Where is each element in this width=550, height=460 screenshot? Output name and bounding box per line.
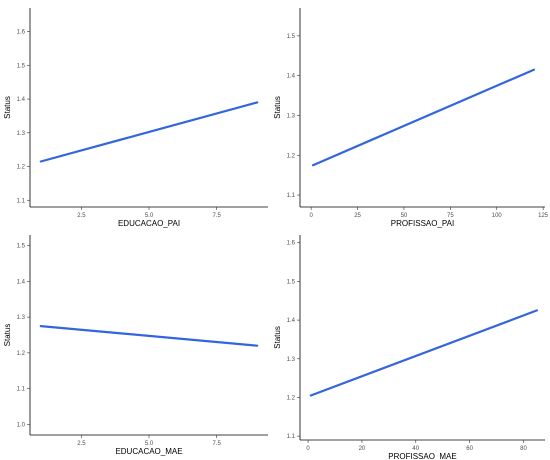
- panel-profissao-mae-y-tick-label: 1.5: [287, 279, 296, 285]
- panel-profissao-mae-y-tick-label: 1.1: [287, 434, 296, 440]
- panel-educacao-mae: 1.0 1.1 1.2 1.3 1.4 1.5 2.5 5.0 7.5 EDUCACAO_MAE S…: [3, 235, 268, 456]
- panel-profissao-pai-y-tick-label: 1.1: [287, 193, 296, 199]
- panel-educacao-pai-y-tick-label: 1.3: [17, 131, 26, 137]
- panel-educacao-mae-x-tick-label: 7.5: [212, 441, 221, 447]
- panel-educacao-pai-y-tick-label: 1.1: [17, 198, 26, 204]
- panel-educacao-mae-y-tick-label: 1.3: [17, 315, 26, 321]
- panel-profissao-pai-y-tick-label: 1.2: [287, 153, 296, 159]
- panel-profissao-pai-y-axis-title: Status: [273, 96, 282, 119]
- panel-profissao-pai-y-tick-label: 1.5: [287, 34, 296, 40]
- panel-profissao-mae-y-axis-title: Status: [273, 326, 282, 349]
- panel-profissao-mae-x-axis-title: PROFISSAO_MAE: [388, 452, 456, 460]
- panel-profissao-mae-fit-line: [309, 309, 539, 397]
- panel-profissao-pai-x-tick-label: 25: [354, 213, 361, 219]
- panel-educacao-pai: 1.1 1.2 1.3 1.4 1.5 1.6 2.5 5.0 7.5 EDUCACAO_PAI S…: [3, 8, 268, 228]
- panel-educacao-mae-x-tick-label: 2.5: [77, 441, 86, 447]
- panel-educacao-mae-y-tick-label: 1.5: [17, 244, 26, 250]
- panel-profissao-pai: 1.1 1.2 1.3 1.4 1.5 0 25 50 75 100 125 PROFISSAO_PA…: [273, 8, 549, 228]
- panel-educacao-mae-y-tick-label: 1.0: [17, 422, 26, 428]
- panel-profissao-mae-y-tick-label: 1.3: [287, 357, 296, 363]
- panel-profissao-mae-y-tick-label: 1.6: [287, 241, 296, 247]
- panel-profissao-mae-x-tick-label: 80: [520, 446, 527, 452]
- panel-educacao-mae-y-axis-title: Status: [3, 324, 12, 347]
- panel-educacao-pai-y-tick-label: 1.6: [17, 30, 26, 36]
- panel-profissao-mae: 1.1 1.2 1.3 1.4 1.5 1.6 0 20 40 60 80 PROFISSAO_MAE…: [273, 235, 545, 460]
- panel-profissao-pai-x-tick-label: 100: [492, 213, 503, 219]
- panel-educacao-pai-y-tick-label: 1.4: [17, 97, 26, 103]
- panel-educacao-pai-x-tick-label: 2.5: [77, 213, 86, 219]
- panel-profissao-pai-y-tick-label: 1.3: [287, 113, 296, 119]
- panel-profissao-mae-x-tick-label: 40: [412, 446, 419, 452]
- panel-educacao-pai-x-axis-title: EDUCACAO_PAI: [118, 219, 180, 228]
- panel-educacao-mae-y-tick-label: 1.1: [17, 387, 26, 393]
- panel-educacao-mae-y-tick-label: 1.4: [17, 279, 26, 285]
- panel-profissao-mae-y-tick-label: 1.4: [287, 318, 296, 324]
- panel-educacao-pai-y-axis-title: Status: [3, 96, 12, 119]
- panel-profissao-mae-x-tick-label: 20: [359, 446, 366, 452]
- panel-educacao-mae-fit-line: [39, 325, 259, 347]
- panel-profissao-pai-fit-line: [311, 68, 536, 167]
- panel-profissao-pai-y-tick-label: 1.4: [287, 74, 296, 80]
- panel-educacao-pai-fit-line: [39, 101, 259, 163]
- panel-educacao-pai-x-tick-label: 7.5: [212, 213, 221, 219]
- panel-profissao-pai-x-tick-label: 125: [538, 213, 549, 219]
- panel-educacao-mae-x-axis-title: EDUCACAO_MAE: [115, 447, 182, 456]
- panel-profissao-mae-y-tick-label: 1.2: [287, 395, 296, 401]
- panel-profissao-pai-x-tick-label: 50: [401, 213, 408, 219]
- panel-educacao-mae-y-tick-label: 1.2: [17, 351, 26, 357]
- panel-educacao-pai-x-tick-label: 5.0: [145, 213, 154, 219]
- panel-profissao-mae-x-tick-label: 60: [466, 446, 473, 452]
- panel-profissao-mae-x-tick-label: 0: [306, 446, 310, 452]
- panel-profissao-pai-x-axis-title: PROFISSAO_PAI: [391, 219, 454, 228]
- panel-educacao-mae-x-tick-label: 5.0: [145, 441, 154, 447]
- panel-educacao-pai-y-tick-label: 1.5: [17, 63, 26, 69]
- panel-profissao-pai-x-tick-label: 75: [447, 213, 454, 219]
- panel-educacao-pai-y-tick-label: 1.2: [17, 165, 26, 171]
- panel-profissao-pai-x-tick-label: 0: [309, 213, 313, 219]
